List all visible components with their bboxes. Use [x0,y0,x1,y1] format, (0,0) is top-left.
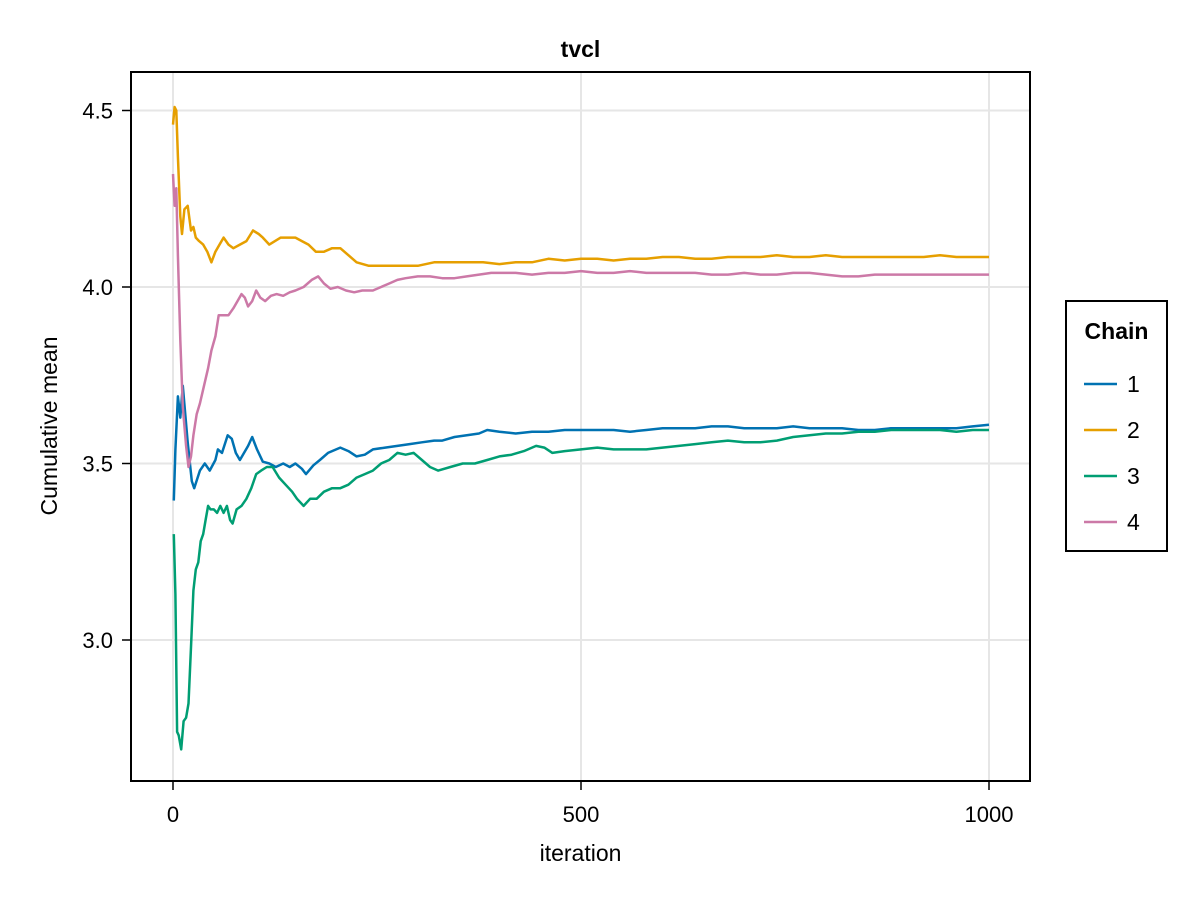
x-tick-label: 1000 [965,802,1014,827]
series-lines [171,105,990,751]
legend-entry-chain-2: 2 [1084,417,1140,443]
legend-label: 2 [1127,417,1140,443]
series-line-chain-3 [172,428,989,751]
y-axis-ticks: 3.0 3.5 4.0 4.5 [82,99,131,653]
legend-title: Chain [1085,318,1149,344]
plot-area [130,71,1031,782]
legend: Chain 1 2 3 4 [1065,300,1168,552]
legend-entries: 1 2 3 4 [1084,371,1140,535]
x-tick-label: 500 [563,802,600,827]
y-tick-label: 3.5 [82,452,113,477]
x-axis-label: iteration [540,840,622,866]
y-tick-label: 3.0 [82,628,113,653]
series-line-chain-4 [171,173,989,469]
legend-entry-chain-1: 1 [1084,371,1140,397]
y-tick-label: 4.0 [82,275,113,300]
legend-label: 1 [1127,371,1140,397]
legend-entry-chain-4: 4 [1084,509,1140,535]
legend-label: 3 [1127,463,1140,489]
y-tick-label: 4.5 [82,99,113,124]
x-tick-label: 0 [167,802,179,827]
x-axis-ticks: 0 500 1000 [167,781,1014,827]
legend-entry-chain-3: 3 [1084,463,1140,489]
legend-label: 4 [1127,509,1140,535]
series-line-chain-1 [172,384,990,501]
series-line-chain-2 [171,105,989,268]
y-axis-label: Cumulative mean [36,337,62,516]
chart-title: tvcl [561,36,601,62]
legend-box [1065,300,1168,552]
